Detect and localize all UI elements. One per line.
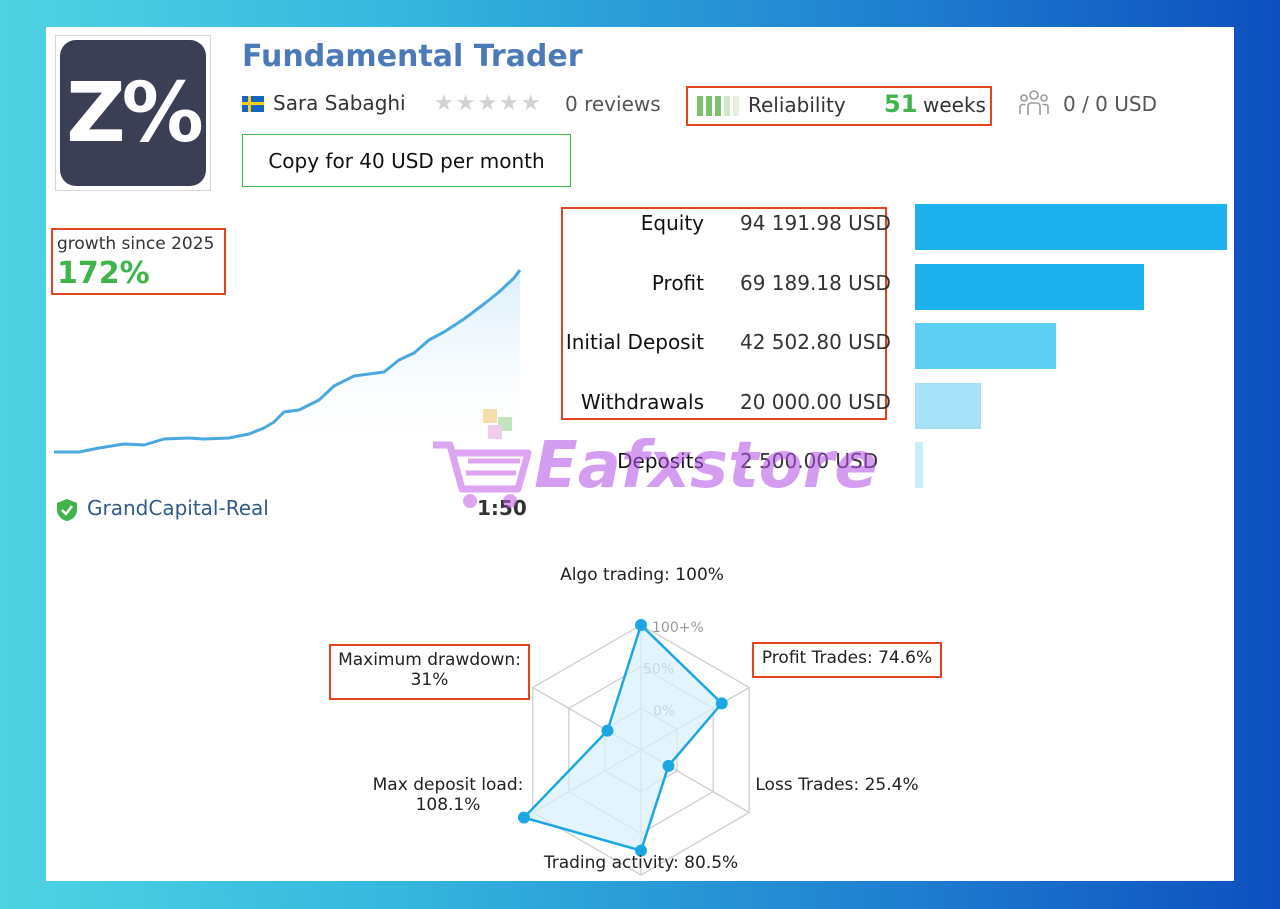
radar-chart[interactable]: 100+%50%0% <box>329 563 949 887</box>
watermark-text: Eafxstore <box>534 429 878 503</box>
stat-label: Initial Deposit <box>565 330 704 354</box>
verified-shield-icon <box>56 498 78 526</box>
radar-scale-label: 100+% <box>652 620 704 636</box>
radar-point[interactable] <box>635 844 647 857</box>
stat-value: 69 189.18 USD <box>740 270 891 295</box>
radar-point[interactable] <box>715 697 728 710</box>
radar-series <box>521 622 724 853</box>
author-name[interactable]: Sara Sabaghi <box>273 91 406 115</box>
stat-bar[interactable] <box>915 323 1056 369</box>
watermark-word: Eafxstore <box>534 429 878 503</box>
radar-label-drawdown: Maximum drawdown: 31% <box>329 644 530 700</box>
radar-point[interactable] <box>517 811 530 824</box>
radar-point[interactable] <box>601 724 614 737</box>
radar-point[interactable] <box>662 759 675 772</box>
radar-label-profit: Profit Trades: 74.6% <box>752 642 942 678</box>
stat-label: Equity <box>640 211 704 235</box>
signal-logo: Z% <box>60 40 206 186</box>
stat-label: Withdrawals <box>580 389 704 414</box>
subscribers-funds: 0 / 0 USD <box>1063 92 1157 116</box>
growth-value: 172% <box>57 256 150 291</box>
growth-chart[interactable] <box>54 262 524 461</box>
stat-bar[interactable] <box>915 204 1227 250</box>
growth-chart-area <box>54 270 520 457</box>
reliability-label: Reliability <box>748 93 846 117</box>
stat-bar[interactable] <box>915 263 1145 310</box>
stat-label: Profit <box>651 270 704 295</box>
stat-value: 94 191.98 USD <box>740 211 891 235</box>
stat-label: Deposits <box>617 449 704 473</box>
stat-bar[interactable] <box>915 442 924 488</box>
reliability-indicator: Reliability 51 weeks <box>686 86 992 126</box>
reliability-bars-icon <box>697 96 743 116</box>
reviews-count[interactable]: 0 reviews <box>565 92 661 116</box>
growth-chart-line <box>54 269 522 454</box>
signal-logo-frame: Z% <box>55 35 211 191</box>
radar-point[interactable] <box>635 619 647 631</box>
radar-label-loss: Loss Trades: 25.4% <box>755 775 919 795</box>
subscribers-icon <box>1018 87 1050 123</box>
stat-value: 2 500.00 USD <box>740 449 879 473</box>
radar-label-activity: Trading activity: 80.5% <box>543 853 739 873</box>
reliability-unit: weeks <box>923 93 986 117</box>
stats-highlight <box>561 207 887 420</box>
reliability-weeks: 51 <box>884 90 918 118</box>
leverage: 1:50 <box>477 496 527 520</box>
radar-label-load: Max deposit load: 108.1% <box>372 775 524 815</box>
broker-server[interactable]: GrandCapital-Real <box>87 496 269 520</box>
radar-label-algo: Algo trading: 100% <box>560 565 724 585</box>
stat-bar[interactable] <box>915 382 982 429</box>
sweden-flag-icon <box>242 96 264 112</box>
growth-summary: growth since 2025 172% <box>51 228 226 295</box>
signal-card: Z% Fundamental Trader Sara Sabaghi ★★★★★… <box>46 27 1234 881</box>
copy-subscribe-button[interactable]: Copy for 40 USD per month <box>242 134 571 187</box>
growth-label: growth since 2025 <box>57 234 215 254</box>
rating-stars-icon[interactable]: ★★★★★ <box>434 91 543 116</box>
stat-value: 42 502.80 USD <box>740 330 891 354</box>
signal-title[interactable]: Fundamental Trader <box>242 39 583 74</box>
watermark-cart-icon <box>428 403 538 517</box>
stat-value: 20 000.00 USD <box>740 389 891 414</box>
